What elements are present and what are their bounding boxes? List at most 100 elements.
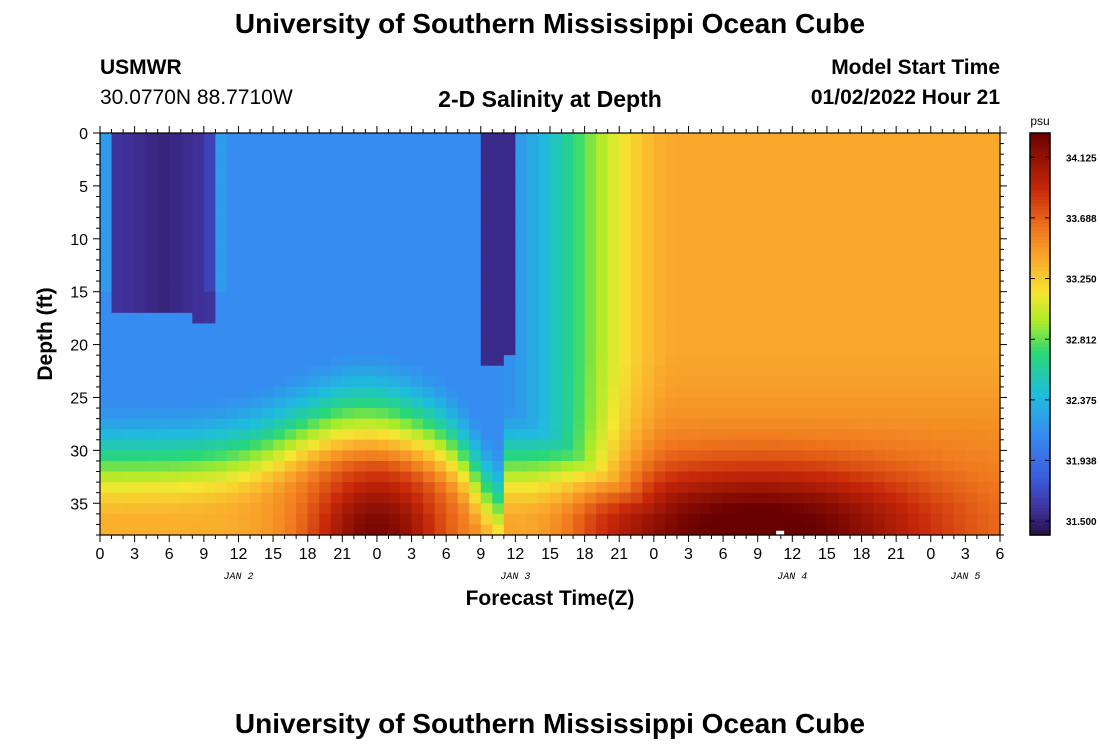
heatmap-cell bbox=[942, 312, 955, 325]
heatmap-cell bbox=[446, 281, 459, 293]
heatmap-cell bbox=[146, 344, 159, 356]
heatmap-cell bbox=[215, 524, 228, 536]
heatmap-cell bbox=[596, 249, 609, 261]
heatmap-cell bbox=[123, 376, 136, 388]
heatmap-cell bbox=[769, 143, 782, 155]
heatmap-cell bbox=[273, 196, 286, 208]
heatmap-cell bbox=[803, 376, 816, 388]
heatmap-cell bbox=[561, 344, 574, 356]
heatmap-cell bbox=[238, 344, 251, 356]
heatmap-cell bbox=[965, 386, 978, 399]
heatmap-cell bbox=[400, 259, 413, 272]
heatmap-cell bbox=[988, 429, 1001, 441]
heatmap-cell bbox=[711, 513, 724, 526]
heatmap-cell bbox=[653, 291, 666, 303]
heatmap-cell bbox=[757, 355, 770, 367]
heatmap-cell bbox=[884, 450, 897, 462]
heatmap-cell bbox=[400, 154, 413, 166]
colorbar-segment bbox=[1030, 474, 1050, 479]
heatmap-cell bbox=[538, 207, 551, 219]
heatmap-cell bbox=[550, 524, 563, 536]
heatmap-cell bbox=[953, 312, 966, 325]
colorbar-segment bbox=[1030, 246, 1050, 251]
heatmap-cell bbox=[988, 185, 1001, 198]
heatmap-cell bbox=[169, 513, 182, 526]
heatmap-cell bbox=[250, 355, 263, 367]
heatmap-cell bbox=[261, 429, 274, 441]
colorbar-segment bbox=[1030, 267, 1050, 271]
heatmap-cell bbox=[503, 217, 516, 229]
heatmap-cell bbox=[238, 259, 251, 272]
heatmap-cell bbox=[700, 439, 713, 451]
heatmap-cell bbox=[746, 323, 759, 335]
heatmap-cell bbox=[665, 164, 678, 176]
heatmap-cell bbox=[896, 418, 909, 430]
heatmap-cell bbox=[734, 238, 747, 250]
heatmap-cell bbox=[700, 164, 713, 176]
heatmap-cell bbox=[653, 259, 666, 272]
heatmap-cell bbox=[388, 344, 401, 356]
heatmap-cell bbox=[676, 154, 690, 166]
heatmap-cell bbox=[526, 418, 540, 430]
heatmap-cell bbox=[596, 429, 609, 441]
heatmap-cell bbox=[861, 524, 874, 536]
x-tick-label: 21 bbox=[333, 546, 351, 563]
heatmap-cell bbox=[526, 429, 540, 441]
heatmap-cell bbox=[930, 524, 943, 536]
heatmap-cell bbox=[919, 376, 932, 388]
colorbar-segment bbox=[1030, 273, 1050, 278]
heatmap-cell bbox=[319, 249, 332, 261]
heatmap-cell bbox=[584, 418, 597, 430]
heatmap-cell bbox=[676, 143, 690, 155]
heatmap-cell bbox=[976, 386, 990, 399]
heatmap-cell bbox=[353, 450, 366, 462]
heatmap-cell bbox=[723, 450, 736, 462]
x-tick-label: 6 bbox=[165, 546, 174, 563]
heatmap-cell bbox=[676, 207, 690, 219]
heatmap-cell bbox=[515, 312, 528, 325]
heatmap-cell bbox=[976, 291, 990, 303]
heatmap-cell bbox=[146, 482, 159, 494]
heatmap-cell bbox=[330, 460, 343, 473]
heatmap-cell bbox=[365, 408, 378, 420]
heatmap-cell bbox=[261, 439, 274, 451]
heatmap-cell bbox=[550, 249, 563, 261]
heatmap-cell bbox=[584, 281, 597, 293]
heatmap-cell bbox=[700, 217, 713, 229]
heatmap-cell bbox=[400, 524, 413, 536]
heatmap-cell bbox=[711, 524, 724, 536]
heatmap-cell bbox=[226, 259, 240, 272]
heatmap-cell bbox=[111, 513, 124, 526]
heatmap-cell bbox=[976, 503, 990, 515]
heatmap-cell bbox=[423, 238, 436, 250]
heatmap-cell bbox=[711, 238, 724, 250]
heatmap-cell bbox=[769, 460, 782, 473]
heatmap-cell bbox=[365, 355, 378, 367]
colorbar-tick-label: 31.938 bbox=[1066, 456, 1097, 467]
heatmap-cell bbox=[734, 376, 747, 388]
heatmap-cell bbox=[803, 270, 816, 282]
heatmap-cell bbox=[226, 175, 240, 187]
heatmap-cell bbox=[457, 217, 470, 229]
heatmap-cell bbox=[953, 450, 966, 462]
heatmap-cell bbox=[342, 291, 355, 303]
heatmap-cell bbox=[826, 429, 840, 441]
heatmap-cell bbox=[480, 207, 493, 219]
heatmap-cell bbox=[100, 312, 113, 325]
heatmap-cell bbox=[342, 164, 355, 176]
heatmap-cell bbox=[526, 217, 540, 229]
heatmap-cell bbox=[480, 429, 493, 441]
heatmap-cell bbox=[815, 334, 828, 346]
colorbar-segment bbox=[1030, 250, 1050, 255]
heatmap-cell bbox=[803, 365, 816, 377]
heatmap-cell bbox=[930, 238, 943, 250]
heatmap-cell bbox=[965, 164, 978, 176]
heatmap-cell bbox=[261, 196, 274, 208]
heatmap-cell bbox=[688, 450, 701, 462]
heatmap-cell bbox=[238, 492, 251, 504]
heatmap-cell bbox=[919, 291, 932, 303]
heatmap-cell bbox=[676, 217, 690, 229]
heatmap-cell bbox=[515, 154, 528, 166]
heatmap-cell bbox=[826, 228, 840, 240]
heatmap-cell bbox=[353, 429, 366, 441]
